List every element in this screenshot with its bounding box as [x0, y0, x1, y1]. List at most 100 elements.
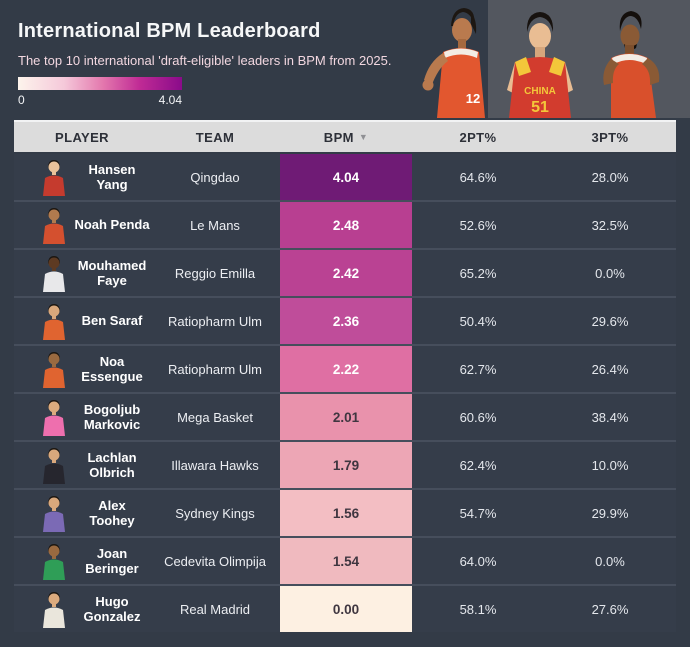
player-avatar: [43, 304, 65, 340]
player-avatar: [43, 592, 65, 628]
player-photo-right: [603, 11, 660, 118]
avatar-jersey: [43, 223, 65, 244]
table-row[interactable]: Noa Essengue Ratiopharm Ulm 2.22 62.7% 2…: [14, 344, 676, 392]
pct-3pt: 29.9%: [591, 505, 629, 521]
avatar-jersey: [43, 511, 65, 532]
hero-section: 12 CHINA 51: [0, 0, 690, 120]
table-row[interactable]: Hugo Gonzalez Real Madrid 0.00 58.1% 27.…: [14, 584, 676, 632]
bpm-cell: 2.36: [280, 298, 412, 344]
team-cell: Cedevita Olimpija: [150, 538, 280, 584]
avatar-neck: [52, 411, 56, 415]
leaderboard-table: PLAYER TEAM BPM ▼ 2PT% 3PT% Hansen Yang …: [14, 120, 676, 632]
pct-3pt: 27.6%: [591, 601, 629, 617]
bpm-cell: 0.00: [280, 586, 412, 632]
avatar-head: [48, 353, 60, 365]
pct-2pt: 62.7%: [459, 361, 497, 377]
scale-max-label: 4.04: [158, 93, 182, 107]
avatar-head: [48, 305, 60, 317]
header-2pt[interactable]: 2PT%: [459, 129, 497, 145]
pct-3pt: 0.0%: [595, 265, 625, 281]
avatar-hair: [48, 160, 60, 168]
player-avatar: [43, 352, 65, 388]
player-name: Bogoljub Markovic: [83, 401, 141, 432]
table-row[interactable]: Bogoljub Markovic Mega Basket 2.01 60.6%…: [14, 392, 676, 440]
avatar-head: [48, 449, 60, 461]
team-name: Real Madrid: [179, 601, 251, 617]
team-name: Qingdao: [190, 169, 240, 185]
avatar-hair: [48, 544, 60, 552]
pct-2pt: 65.2%: [459, 265, 497, 281]
player-name: Noah Penda: [74, 217, 150, 233]
avatar-head: [48, 497, 60, 509]
pct-3pt: 26.4%: [591, 361, 629, 377]
player-avatar: [43, 160, 65, 196]
player-photo-middle: CHINA 51: [507, 12, 573, 118]
avatar-jersey: [43, 559, 65, 580]
player-avatar: [43, 208, 65, 244]
team-cell: Sydney Kings: [150, 490, 280, 536]
pct-2pt: 60.6%: [459, 409, 497, 425]
player-name: Ben Saraf: [81, 313, 143, 329]
avatar-head: [48, 593, 60, 605]
avatar-neck: [52, 507, 56, 511]
team-name: Ratiopharm Ulm: [168, 313, 262, 329]
page-title: International BPM Leaderboard: [18, 20, 321, 42]
table-header: PLAYER TEAM BPM ▼ 2PT% 3PT%: [14, 120, 676, 152]
table-row[interactable]: Lachlan Olbrich Illawara Hawks 1.79 62.4…: [14, 440, 676, 488]
pct-3pt: 38.4%: [591, 409, 629, 425]
team-cell: Mega Basket: [150, 394, 280, 440]
pct-3pt: 0.0%: [595, 553, 625, 569]
pct-2pt: 54.7%: [459, 505, 497, 521]
bpm-cell: 2.42: [280, 250, 412, 296]
jersey-number-51: 51: [531, 99, 549, 116]
player-avatar: [43, 256, 65, 292]
avatar-hair: [48, 352, 60, 360]
pct-2pt: 64.0%: [459, 553, 497, 569]
team-name: Mega Basket: [177, 409, 253, 425]
player-name: Noa Essengue: [81, 353, 143, 384]
team-cell: Ratiopharm Ulm: [150, 346, 280, 392]
avatar-jersey: [43, 463, 65, 484]
avatar-hair: [48, 256, 60, 264]
team-name: Reggio Emilla: [174, 265, 256, 281]
header-3pt[interactable]: 3PT%: [591, 129, 629, 145]
player-name: Hansen Yang: [88, 161, 136, 192]
avatar-hair: [48, 304, 60, 312]
avatar-neck: [52, 171, 56, 175]
pct-3pt: 28.0%: [591, 169, 629, 185]
avatar-jersey: [43, 607, 65, 628]
team-cell: Real Madrid: [150, 586, 280, 632]
team-cell: Illawara Hawks: [150, 442, 280, 488]
player-name: Alex Toohey: [89, 497, 135, 528]
header-bpm[interactable]: BPM ▼: [323, 129, 369, 145]
table-row[interactable]: Noah Penda Le Mans 2.48 52.6% 32.5%: [14, 200, 676, 248]
bpm-cell: 4.04: [280, 154, 412, 200]
player-name: Lachlan Olbrich: [87, 449, 137, 480]
player-photo-left: 12: [422, 8, 485, 118]
sort-desc-icon[interactable]: ▼: [358, 132, 369, 142]
avatar-hair: [48, 400, 60, 408]
team-name: Cedevita Olimpija: [164, 553, 266, 569]
player-name: Mouhamed Faye: [77, 257, 147, 288]
table-row[interactable]: Hansen Yang Qingdao 4.04 64.6% 28.0%: [14, 152, 676, 200]
team-cell: Ratiopharm Ulm: [150, 298, 280, 344]
avatar-head: [48, 545, 60, 557]
header-player[interactable]: PLAYER: [55, 129, 109, 145]
avatar-hair: [48, 208, 60, 216]
bpm-cell: 2.48: [280, 202, 412, 248]
table-row[interactable]: Mouhamed Faye Reggio Emilla 2.42 65.2% 0…: [14, 248, 676, 296]
table-row[interactable]: Ben Saraf Ratiopharm Ulm 2.36 50.4% 29.6…: [14, 296, 676, 344]
gradient-bar: [18, 77, 182, 90]
avatar-jersey: [43, 367, 65, 388]
table-row[interactable]: Joan Beringer Cedevita Olimpija 1.54 64.…: [14, 536, 676, 584]
table-row[interactable]: Alex Toohey Sydney Kings 1.56 54.7% 29.9…: [14, 488, 676, 536]
avatar-neck: [52, 267, 56, 271]
avatar-head: [48, 257, 60, 269]
avatar-neck: [52, 459, 56, 463]
avatar-jersey: [43, 415, 65, 436]
bpm-color-scale: 0 4.04: [18, 77, 182, 107]
pct-2pt: 52.6%: [459, 217, 497, 233]
avatar-neck: [52, 555, 56, 559]
avatar-neck: [52, 219, 56, 223]
header-team[interactable]: TEAM: [195, 129, 235, 145]
